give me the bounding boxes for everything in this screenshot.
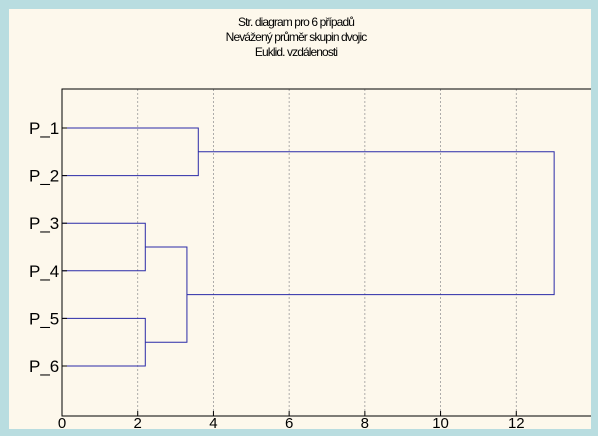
leaf-label-5: P_5 <box>29 309 59 328</box>
leaf-label-6: P_6 <box>29 357 59 376</box>
title-line-2: Nevážený průměr skupin dvojic <box>226 30 368 44</box>
x-tick-label-2: 2 <box>134 415 142 429</box>
merge-link-3 <box>62 317 146 367</box>
x-tick-label-8: 8 <box>361 415 369 429</box>
x-tick-label-4: 4 <box>209 415 217 429</box>
x-axis-ticks: 0 2 4 6 8 10 12 <box>58 411 525 429</box>
merge-link-2 <box>62 222 146 272</box>
leaf-label-2: P_2 <box>29 167 59 186</box>
merge-link-5 <box>186 151 555 296</box>
dendrogram-chart: Str. diagram pro 6 případů Nevážený prům… <box>29 15 591 429</box>
leaf-label-4: P_4 <box>29 262 59 281</box>
dendrogram-links <box>62 127 555 367</box>
x-tick-label-10: 10 <box>432 415 449 429</box>
title-line-1: Str. diagram pro 6 případů <box>238 15 354 29</box>
leaf-label-3: P_3 <box>29 214 59 233</box>
chart-frame: Str. diagram pro 6 případů Nevážený prům… <box>9 9 591 429</box>
x-tick-label-12: 12 <box>508 415 525 429</box>
x-tick-label-0: 0 <box>58 415 66 429</box>
title-line-3: Euklid. vzdálenosti <box>255 45 338 59</box>
leaf-labels: P_1 P_2 P_3 P_4 P_5 P_6 <box>29 119 67 376</box>
chart-title: Str. diagram pro 6 případů Nevážený prům… <box>226 15 368 59</box>
plot-area <box>61 88 591 417</box>
leaf-label-1: P_1 <box>29 119 59 138</box>
grid-lines <box>137 89 517 416</box>
merge-link-1 <box>62 127 199 177</box>
x-tick-label-6: 6 <box>285 415 293 429</box>
merge-link-4 <box>145 246 188 343</box>
